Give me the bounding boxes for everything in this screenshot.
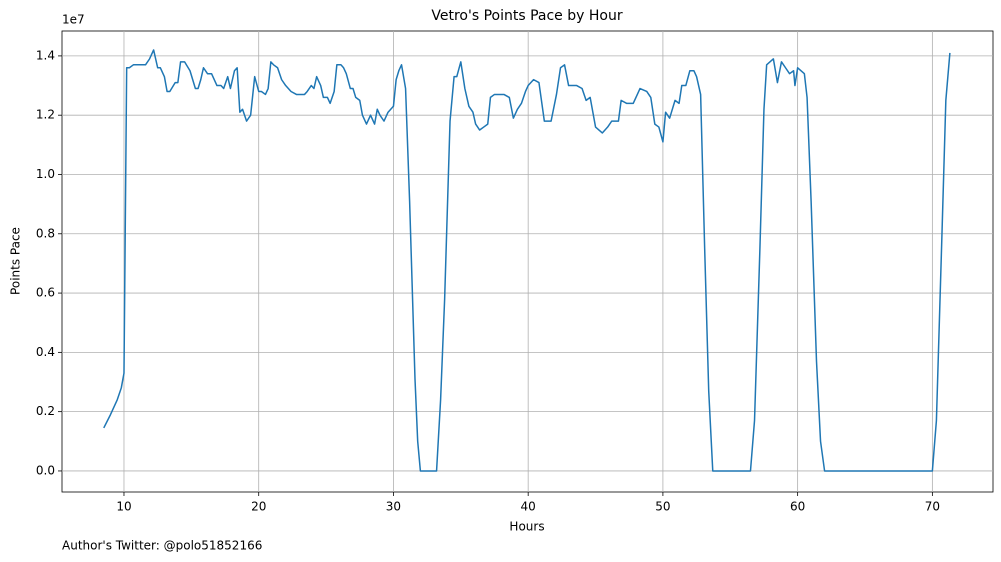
x-axis-label: Hours	[509, 520, 544, 534]
footnote: Author's Twitter: @polo51852166	[62, 539, 262, 553]
y-axis-label: Points Pace	[9, 227, 23, 295]
y-tick-label: 0.8	[36, 226, 55, 240]
x-tick-label: 10	[116, 500, 131, 514]
x-tick-label: 70	[925, 500, 940, 514]
y-tick-label: 0.6	[36, 286, 55, 300]
y-tick-label: 0.4	[36, 345, 55, 359]
x-tick-label: 30	[386, 500, 401, 514]
chart-title: Vetro's Points Pace by Hour	[431, 8, 622, 24]
x-tick-label: 60	[790, 500, 805, 514]
x-tick-label: 50	[655, 500, 670, 514]
y-tick-label: 0.0	[36, 463, 55, 477]
y-tick-label: 1.0	[36, 167, 55, 181]
y-tick-label: 1.4	[36, 48, 55, 62]
y-tick-label: 1.2	[36, 108, 55, 122]
data-line	[103, 49, 951, 472]
plot-frame	[61, 30, 994, 493]
x-tick-label: 20	[251, 500, 266, 514]
y-tick-label: 0.2	[36, 404, 55, 418]
x-tick-label: 40	[521, 500, 536, 514]
y-offset-label: 1e7	[62, 13, 85, 27]
